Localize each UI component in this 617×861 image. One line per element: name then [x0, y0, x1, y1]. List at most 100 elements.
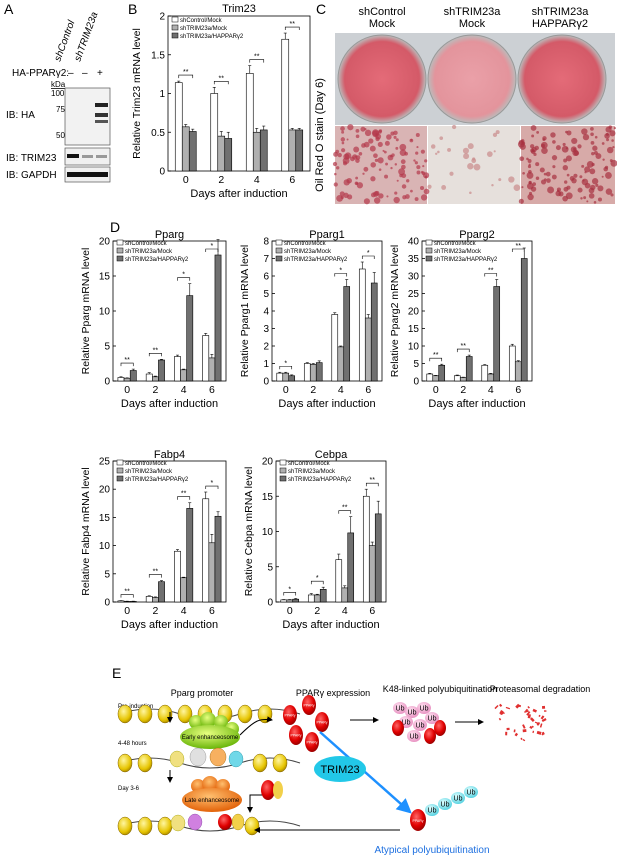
significance-stars: *	[182, 272, 185, 279]
micrograph-1	[335, 126, 427, 204]
droplet	[564, 180, 568, 184]
x-tick-label: 6	[515, 384, 521, 396]
nucleosome	[137, 753, 153, 773]
y-tick-label: 2	[159, 12, 165, 23]
droplet	[373, 153, 378, 159]
atypical-ub-chain: Ub Ub Ub Ub	[425, 786, 478, 816]
y-tick-label: 20	[99, 485, 111, 496]
droplet	[467, 163, 474, 170]
bar	[217, 135, 226, 172]
nucleosome	[117, 816, 133, 836]
ub-cyan	[438, 798, 452, 810]
col-c1-line1: shControl	[358, 6, 405, 18]
significance-bracket	[338, 510, 352, 514]
droplet	[340, 195, 344, 199]
x-tick-label: 6	[209, 384, 215, 396]
bar	[374, 513, 382, 603]
legend-swatch	[425, 239, 433, 246]
droplet	[364, 127, 367, 131]
row-pre-induction: Pre-induction	[118, 704, 153, 710]
ub-pink	[417, 702, 431, 714]
y-tick-label: 0	[263, 377, 269, 388]
significance-bracket	[177, 277, 191, 281]
fragment	[532, 708, 538, 713]
legend-swatch	[279, 475, 287, 482]
bar	[295, 129, 304, 172]
bar	[181, 126, 190, 172]
chart-title: Pparg	[155, 229, 184, 241]
panel-e-schematic: Pparg promoter PPARγ expression K48-link…	[117, 684, 590, 856]
nucleosome	[137, 816, 153, 836]
bar	[180, 577, 187, 603]
legend-label: shTRIM23a/Mock	[284, 249, 332, 255]
fragment	[522, 724, 526, 729]
late-enhanceosome: Late enhanceosome	[170, 776, 245, 832]
droplet	[581, 128, 588, 135]
droplet	[580, 197, 583, 200]
fragment	[513, 729, 516, 733]
fragment	[527, 714, 531, 719]
droplet	[364, 129, 372, 137]
droplet	[527, 164, 532, 169]
significance-stars: **	[153, 347, 159, 354]
bar	[292, 598, 300, 603]
droplet	[566, 173, 570, 177]
nucleosome	[157, 816, 173, 836]
fragment	[522, 729, 527, 733]
droplet	[343, 179, 350, 186]
droplet	[571, 137, 578, 145]
droplet	[401, 164, 406, 170]
early-enhanceosome: Early enhanceosome	[169, 712, 244, 768]
droplet	[527, 159, 532, 163]
pparg-protein-label: PPARγ	[303, 704, 314, 708]
droplet	[473, 163, 481, 171]
significance-bracket	[456, 348, 470, 353]
bar	[224, 138, 233, 172]
droplet	[586, 161, 594, 168]
x-tick-label: 2	[310, 384, 316, 396]
bar	[282, 372, 290, 382]
droplet	[527, 193, 534, 201]
x-tick-label: 4	[342, 605, 348, 617]
y-tick-label: 10	[408, 342, 420, 353]
y-tick-label: 3	[263, 324, 269, 335]
chart-title: Pparg1	[309, 229, 344, 241]
bar	[432, 375, 440, 382]
significance-bracket	[429, 357, 443, 362]
droplet	[565, 130, 568, 134]
droplet	[601, 142, 605, 145]
marker-50: 50	[56, 131, 65, 140]
droplet	[609, 130, 616, 137]
x-tick-label: 0	[124, 384, 130, 396]
y-tick-label: 8	[263, 237, 269, 248]
fragment	[544, 710, 547, 712]
x-tick-label: 6	[209, 605, 215, 617]
droplet	[492, 132, 498, 137]
bar	[202, 498, 210, 603]
droplet	[519, 156, 525, 162]
bar	[370, 282, 378, 382]
ub-pink-label: Ub	[396, 706, 405, 713]
band-ha-3	[95, 120, 108, 123]
bar	[129, 370, 137, 382]
droplet	[341, 141, 345, 145]
droplet	[572, 149, 579, 156]
legend-swatch	[275, 239, 283, 246]
droplet	[383, 150, 387, 154]
y-axis-label: Relative Pparg1 mRNA level	[239, 245, 251, 377]
pparg-protein-label: PPARγ	[290, 734, 301, 738]
micrograph-droplets	[332, 124, 617, 205]
legend-label: shTRIM23a/HAPPARγ2	[284, 257, 348, 263]
droplet	[344, 152, 352, 160]
x-axis-label: Days after induction	[121, 619, 218, 631]
significance-bracket	[365, 482, 379, 487]
legend-label: shTRIM23a/Mock	[434, 249, 482, 255]
droplet	[530, 125, 537, 131]
droplet	[597, 197, 602, 202]
droplet	[406, 179, 410, 183]
legend-swatch	[116, 467, 124, 474]
droplet	[602, 158, 605, 161]
droplet	[373, 197, 381, 204]
ib-label-ha: IB: HA	[6, 110, 35, 121]
